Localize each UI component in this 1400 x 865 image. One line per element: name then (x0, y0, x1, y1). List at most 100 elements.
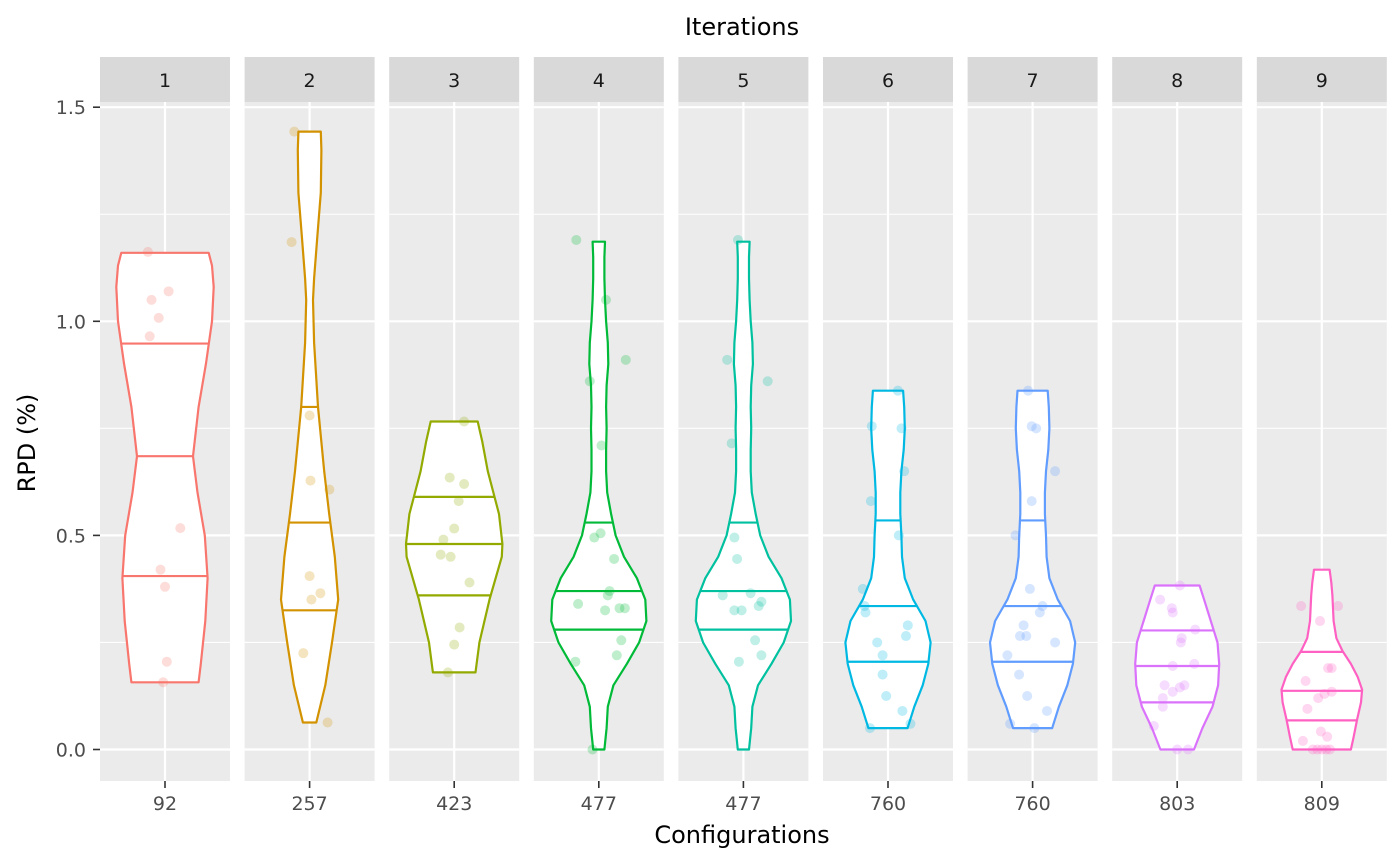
data-point (1023, 385, 1034, 396)
x-tick-label: 423 (436, 793, 472, 815)
data-point (1302, 703, 1313, 714)
facet-panel: 3 423 (389, 57, 520, 815)
data-point (1026, 496, 1037, 507)
data-point (454, 622, 465, 633)
facet-panel: 7 760 (967, 57, 1098, 815)
data-point (1322, 731, 1333, 742)
data-point (865, 723, 875, 734)
data-point (322, 717, 333, 728)
data-point (304, 410, 315, 421)
data-point (1333, 601, 1343, 612)
violin-shape (1280, 568, 1364, 751)
data-point (609, 553, 620, 564)
data-point (1029, 723, 1040, 734)
data-point (872, 637, 883, 648)
data-point (733, 656, 744, 667)
data-point (459, 479, 470, 490)
data-point (1297, 735, 1308, 746)
data-point (1159, 680, 1170, 691)
data-point (1021, 631, 1032, 642)
data-point (745, 588, 756, 599)
data-point (158, 677, 169, 688)
data-point (756, 596, 767, 607)
data-point (1323, 663, 1334, 674)
data-point (1189, 658, 1200, 669)
data-point (1326, 686, 1337, 697)
data-point (1157, 701, 1168, 712)
data-point (857, 583, 868, 594)
y-tick-label: 1.0 (56, 311, 86, 333)
y-axis-title: RPD (%) (13, 394, 41, 493)
data-point (1316, 744, 1327, 755)
data-point (616, 635, 627, 646)
x-tick-label: 809 (1304, 793, 1340, 815)
data-point (1296, 601, 1307, 612)
data-point (1010, 530, 1021, 541)
data-point (1324, 744, 1335, 755)
facet-strip-label: 9 (1316, 70, 1328, 92)
data-point (899, 466, 910, 477)
y-tick-label: 0.5 (56, 525, 86, 547)
data-point (298, 648, 309, 659)
data-point (601, 294, 611, 305)
data-point (142, 246, 153, 257)
data-point (1179, 680, 1190, 691)
data-point (600, 605, 611, 616)
facet-strip (1256, 57, 1387, 102)
facet-strip (967, 57, 1098, 102)
data-point (901, 631, 911, 642)
facet-strip (678, 57, 809, 102)
facet-strip-label: 8 (1171, 70, 1183, 92)
data-point (866, 421, 877, 432)
data-point (736, 605, 747, 616)
violin-shape (115, 251, 215, 684)
data-point (1326, 663, 1337, 674)
data-point (445, 551, 456, 562)
data-point (289, 126, 300, 137)
violin-shape (404, 420, 504, 674)
data-point (604, 586, 615, 597)
facet-strip-label: 2 (304, 70, 316, 92)
data-point (570, 656, 581, 667)
data-point (611, 650, 622, 661)
data-point (1183, 744, 1193, 755)
facet-panels: 1 92 2 257 3 423 4 477 5 477 6 760 7 760 8 803 9 809 (100, 57, 1387, 815)
data-point (905, 718, 916, 729)
data-point (1050, 637, 1061, 648)
facet-strip (533, 57, 664, 102)
data-point (1024, 583, 1035, 594)
facet-strip (100, 57, 230, 102)
data-point (160, 581, 170, 592)
data-point (449, 639, 460, 650)
data-point (1312, 744, 1323, 755)
data-point (750, 635, 761, 646)
violin-shape (694, 240, 793, 751)
violin-shape (550, 240, 648, 751)
data-point (589, 532, 600, 543)
data-point (442, 667, 453, 678)
data-point (1037, 601, 1048, 612)
facet-strip-label: 4 (593, 70, 605, 92)
data-point (459, 416, 470, 427)
data-point (1148, 720, 1159, 731)
data-point (153, 312, 164, 323)
data-point (1155, 594, 1166, 605)
data-point (1175, 637, 1186, 648)
data-point (1034, 607, 1045, 618)
x-axis-title: Configurations (654, 821, 829, 849)
y-axis: 0.0 0.5 1.0 1.5 (56, 97, 100, 762)
data-point (1018, 620, 1029, 631)
data-point (305, 475, 316, 486)
data-point (897, 705, 908, 716)
data-point (1300, 675, 1311, 686)
violin-shape (988, 389, 1077, 730)
data-point (1307, 744, 1318, 755)
violin-shape (844, 389, 932, 730)
data-point (1005, 718, 1016, 729)
facet-panel: 1 92 (100, 57, 230, 815)
data-point (1174, 682, 1185, 693)
data-point (1176, 633, 1187, 644)
x-tick-label: 760 (870, 793, 906, 815)
data-point (304, 571, 315, 582)
x-tick-label: 477 (581, 793, 617, 815)
